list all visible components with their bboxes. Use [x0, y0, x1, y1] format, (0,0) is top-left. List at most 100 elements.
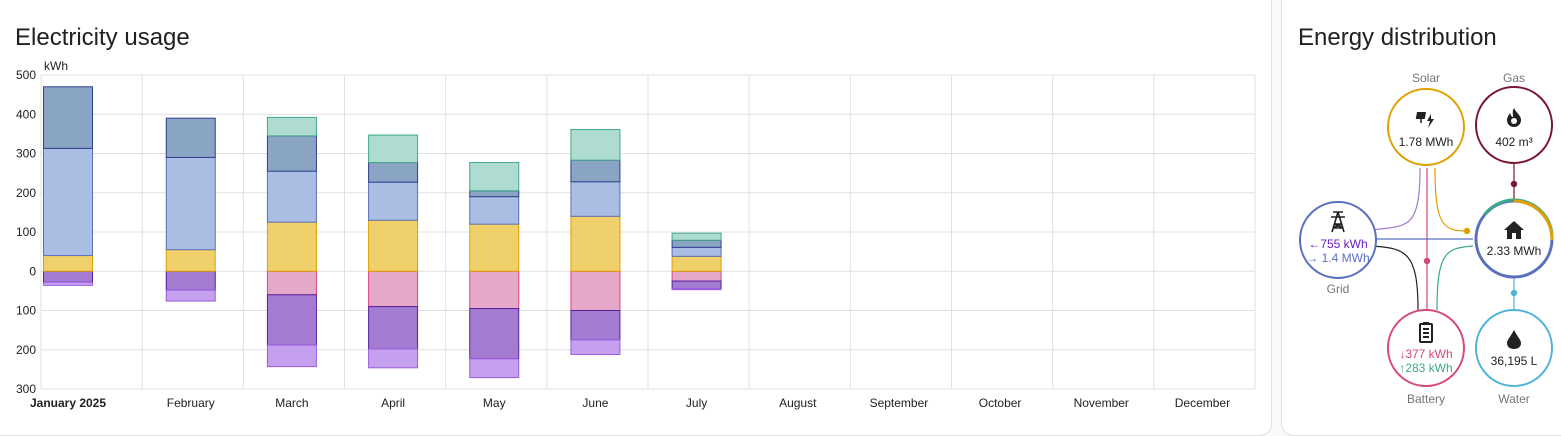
flow-dot-solar — [1463, 227, 1471, 235]
bar-stack[interactable] — [43, 86, 93, 286]
solar-label: Solar — [1411, 71, 1440, 85]
solar-power-icon — [1415, 112, 1434, 128]
water-value: 36,195 L — [1490, 354, 1538, 368]
bar-segment[interactable] — [266, 270, 317, 296]
battery-node[interactable] — [1387, 309, 1465, 387]
battery-label: Battery — [1406, 392, 1445, 406]
bar-segment[interactable] — [43, 270, 93, 283]
chart-bars[interactable] — [43, 86, 722, 379]
bar-segment[interactable] — [570, 270, 621, 311]
usage-card-title: Electricity usage — [15, 24, 190, 51]
bar-segment[interactable] — [368, 134, 419, 164]
bar-segment[interactable] — [469, 190, 520, 198]
bar-segment[interactable] — [469, 223, 520, 272]
x-tick-label: July — [686, 396, 707, 410]
home-ring-solar — [1513, 199, 1554, 241]
bar-segment[interactable] — [671, 246, 722, 257]
x-tick-label: November — [1074, 396, 1129, 410]
flow-solar-grid — [1370, 167, 1421, 231]
bar-segment[interactable] — [570, 310, 621, 341]
flow-dot-battery — [1423, 257, 1431, 265]
bar-segment[interactable] — [469, 308, 520, 360]
y-tick-label: 300 — [16, 382, 36, 396]
bar-stack[interactable] — [266, 116, 317, 368]
bar-segment[interactable] — [671, 280, 722, 290]
grid-export-value: → 1.4 MWh — [1306, 251, 1370, 265]
bar-segment[interactable] — [671, 288, 722, 291]
bar-segment[interactable] — [368, 162, 419, 183]
water-label: Water — [1498, 392, 1530, 406]
bar-stack[interactable] — [368, 134, 419, 369]
bar-stack[interactable] — [165, 117, 216, 302]
bar-segment[interactable] — [469, 196, 520, 225]
gas-value: 402 m³ — [1495, 135, 1533, 149]
bar-segment[interactable] — [43, 281, 93, 286]
bar-segment[interactable] — [165, 156, 216, 251]
transmission-tower-icon — [1331, 211, 1345, 233]
grid-node[interactable] — [1299, 201, 1377, 279]
bar-segment[interactable] — [165, 270, 216, 291]
bar-segment[interactable] — [266, 221, 317, 272]
bar-segment[interactable] — [266, 116, 317, 137]
y-tick-label: 400 — [16, 107, 36, 121]
bar-segment[interactable] — [570, 181, 621, 217]
bar-stack[interactable] — [469, 162, 520, 379]
bar-segment[interactable] — [368, 181, 419, 221]
x-tick-label: June — [582, 396, 608, 410]
bar-segment[interactable] — [43, 86, 93, 149]
bar-segment[interactable] — [671, 239, 722, 248]
bar-segment[interactable] — [570, 159, 621, 183]
bar-segment[interactable] — [469, 270, 520, 310]
bar-segment[interactable] — [165, 117, 216, 158]
x-tick-label: March — [275, 396, 308, 410]
y-tick-label: 500 — [16, 68, 36, 82]
bar-segment[interactable] — [671, 232, 722, 241]
bar-segment[interactable] — [368, 219, 419, 272]
y-tick-label: 100 — [16, 225, 36, 239]
distribution-card-title: Energy distribution — [1298, 24, 1497, 51]
bar-segment[interactable] — [368, 348, 419, 369]
x-tick-label: February — [167, 396, 215, 410]
gas-label: Gas — [1502, 71, 1525, 85]
chart-grid — [40, 74, 1256, 390]
bar-segment[interactable] — [671, 255, 722, 272]
bar-segment[interactable] — [165, 249, 216, 272]
bar-segment[interactable] — [469, 358, 520, 379]
bar-segment[interactable] — [671, 270, 722, 282]
battery-discharge-value: ↓377 kWh — [1399, 347, 1453, 361]
y-axis-unit: kWh — [44, 59, 68, 73]
bar-segment[interactable] — [570, 339, 621, 355]
bar-stack[interactable] — [570, 129, 621, 355]
bar-segment[interactable] — [266, 294, 317, 346]
bar-segment[interactable] — [43, 255, 93, 272]
x-tick-label: August — [779, 396, 817, 410]
bar-segment[interactable] — [368, 306, 419, 350]
flow-battery-home — [1436, 245, 1474, 311]
flow-solar-home — [1434, 167, 1468, 232]
water-drop-icon — [1507, 330, 1521, 349]
bar-segment[interactable] — [368, 270, 419, 308]
x-tick-label: May — [483, 396, 506, 410]
bar-stack[interactable] — [671, 232, 722, 291]
fire-icon — [1507, 108, 1521, 127]
bar-segment[interactable] — [266, 135, 317, 172]
flow-dot-water — [1510, 289, 1518, 297]
bar-segment[interactable] — [570, 129, 621, 161]
bar-segment[interactable] — [165, 289, 216, 302]
y-tick-label: 100 — [16, 304, 36, 318]
solar-node[interactable] — [1387, 88, 1465, 166]
bar-segment[interactable] — [43, 147, 93, 257]
bar-segment[interactable] — [266, 170, 317, 223]
x-tick-label: December — [1175, 396, 1230, 410]
grid-label: Grid — [1326, 282, 1350, 296]
y-tick-label: 200 — [16, 186, 36, 200]
bar-segment[interactable] — [266, 344, 317, 368]
flow-dot-gas — [1510, 180, 1518, 188]
bar-segment[interactable] — [469, 162, 520, 192]
flow-grid-battery — [1370, 245, 1419, 311]
x-tick-label: October — [979, 396, 1022, 410]
x-tick-label: September — [870, 396, 929, 410]
bar-segment[interactable] — [570, 215, 621, 272]
battery-icon — [1419, 322, 1433, 343]
